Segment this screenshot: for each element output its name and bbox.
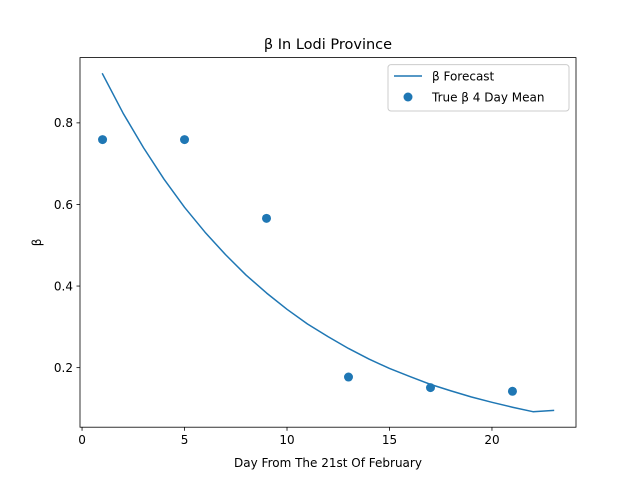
plot-area <box>80 57 576 428</box>
y-axis-ticks: 0.2 0.4 0.6 0.8 <box>54 116 80 375</box>
true-mean-point <box>507 386 517 396</box>
x-tick-label: 5 <box>181 433 189 447</box>
y-tick-label: 0.8 <box>54 116 73 130</box>
x-tick-label: 0 <box>78 433 86 447</box>
y-axis-label: β <box>30 239 44 247</box>
plot-content <box>98 72 555 413</box>
x-tick-label: 10 <box>279 433 294 447</box>
x-axis-ticks: 0 5 10 15 20 <box>78 427 500 447</box>
y-tick-label: 0.2 <box>54 361 73 375</box>
forecast-line <box>101 72 555 413</box>
true-mean-point <box>344 372 353 382</box>
legend: β Forecast True β 4 Day Mean <box>387 64 570 112</box>
true-mean-point <box>262 213 272 223</box>
legend-marker-swatch <box>403 92 413 102</box>
chart-title: β In Lodi Province <box>264 37 392 53</box>
axes-frame <box>79 57 577 428</box>
true-mean-point <box>98 135 108 145</box>
y-tick-label: 0.4 <box>54 279 73 293</box>
true-mean-point <box>425 383 435 393</box>
x-tick-label: 15 <box>382 433 397 447</box>
y-tick-label: 0.6 <box>54 198 73 212</box>
legend-label-forecast: β Forecast <box>432 70 495 84</box>
legend-label-true-mean: True β 4 Day Mean <box>431 91 544 105</box>
x-tick-label: 20 <box>484 433 499 447</box>
legend-box <box>387 64 570 112</box>
true-mean-point <box>180 135 190 145</box>
x-axis-label: Day From The 21st Of February <box>234 456 422 470</box>
